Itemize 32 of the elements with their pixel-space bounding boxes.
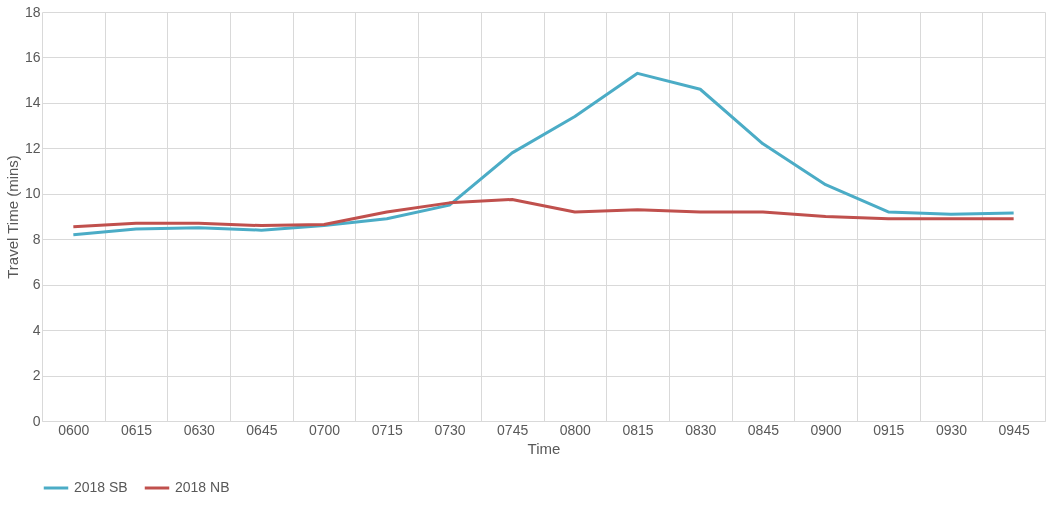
x-tick-label: 0815: [622, 421, 654, 438]
legend-label: 2018 SB: [74, 479, 128, 495]
x-tick-label: 0600: [58, 421, 90, 438]
y-tick-label: 8: [32, 230, 41, 247]
legend-label: 2018 NB: [175, 479, 230, 495]
x-tick-label: 0930: [935, 421, 968, 438]
x-tick-label: 0845: [747, 421, 780, 438]
x-tick-label: 0900: [810, 421, 842, 438]
x-tick-label: 0715: [371, 421, 404, 438]
y-tick-label: 18: [24, 3, 41, 20]
x-tick-label: 0915: [873, 421, 905, 438]
x-tick-label: 0730: [434, 421, 466, 438]
x-axis-title: Time: [527, 439, 561, 457]
y-tick-label: 16: [24, 48, 41, 65]
y-tick-label: 14: [24, 94, 41, 111]
line-series: [71, 197, 1016, 229]
x-tick-label: 0700: [309, 421, 341, 438]
x-tick-label: 0800: [559, 421, 592, 438]
x-tick-label: 0645: [246, 421, 278, 438]
y-tick-label: 2: [32, 367, 41, 384]
x-tick-label: 0745: [497, 421, 529, 438]
x-tick-label: 0945: [998, 421, 1030, 438]
y-tick-label: 12: [24, 139, 41, 156]
x-tick-label: 0630: [183, 421, 215, 438]
x-tick-label: 0615: [120, 421, 153, 438]
y-tick-label: 0: [32, 412, 41, 429]
line-series: [71, 71, 1016, 237]
y-axis-title: Travel Time (mins): [3, 155, 21, 279]
y-tick-label: 6: [32, 276, 41, 293]
x-tick-label: 0830: [685, 421, 717, 438]
y-tick-label: 4: [32, 321, 41, 338]
y-tick-label: 10: [24, 185, 41, 202]
